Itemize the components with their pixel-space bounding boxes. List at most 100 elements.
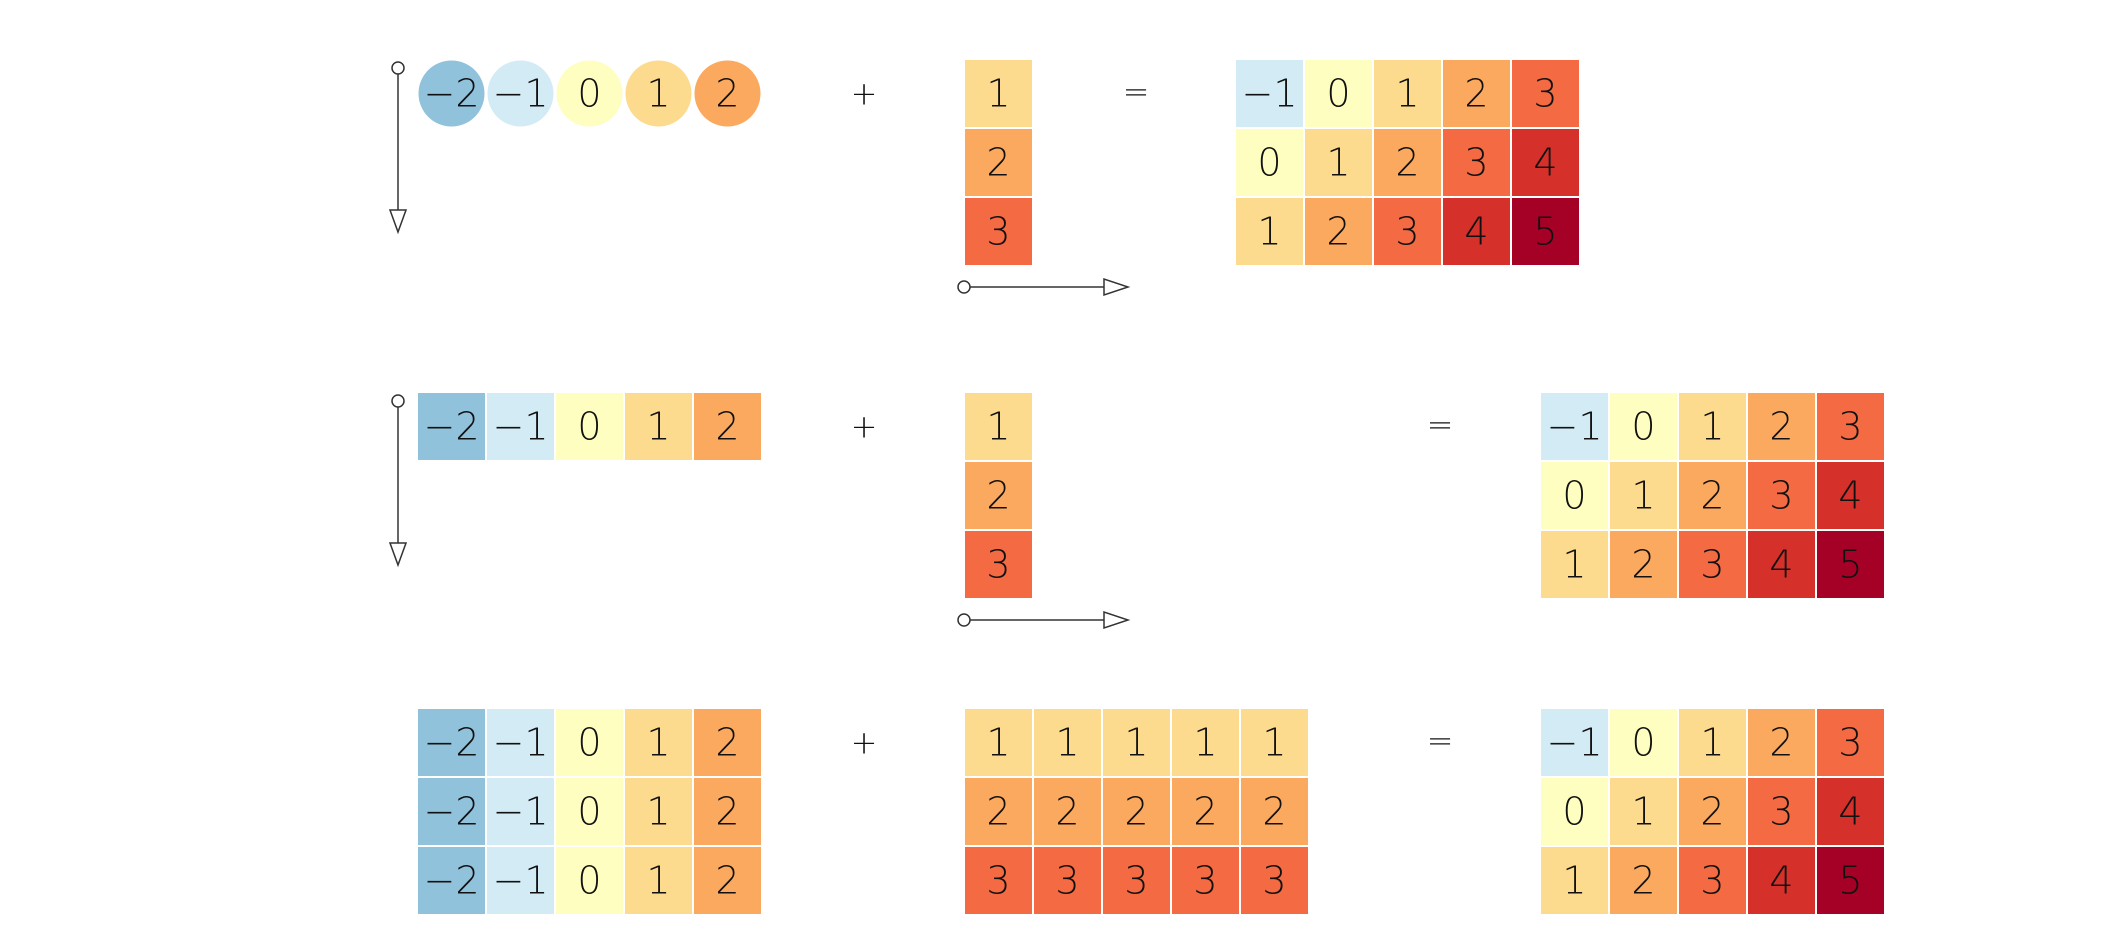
- cell-value: 3: [1769, 790, 1793, 834]
- matrix-cell: [1305, 60, 1372, 127]
- matrix-cell: [1817, 847, 1884, 914]
- matrix-cell: [1512, 198, 1579, 265]
- cell-value: 1: [646, 405, 670, 449]
- cell-value: −1: [492, 790, 548, 834]
- vector-element-circle: [625, 60, 692, 127]
- cell-value: 2: [715, 790, 739, 834]
- matrix-cell: [1748, 778, 1815, 845]
- cell-value: 3: [1464, 141, 1488, 185]
- plus-sign: +: [851, 724, 878, 762]
- cell-value: −1: [492, 721, 548, 765]
- cell-value: 1: [1262, 721, 1286, 765]
- right-operand-broadcast-matrix: 1 1 1 1 1 2 2 2 2 2 3 3 3 3 3: [965, 709, 1308, 914]
- matrix-cell: [1103, 847, 1170, 914]
- matrix-cell: [1512, 60, 1579, 127]
- matrix-cell: [625, 709, 692, 776]
- broadcast-down-arrow: [388, 394, 408, 568]
- equals-sign: =: [1427, 722, 1454, 760]
- matrix-cell: [556, 393, 623, 460]
- cell-value: 0: [1562, 474, 1586, 518]
- cell-value: 1: [1562, 859, 1586, 903]
- cell-value: 1: [1631, 474, 1655, 518]
- matrix-cell: [1817, 709, 1884, 776]
- matrix-cell: [1034, 847, 1101, 914]
- matrix-cell: [1443, 129, 1510, 196]
- cell-value: −1: [492, 72, 548, 116]
- broadcast-down-arrow: [388, 61, 408, 235]
- matrix-cell: [1541, 709, 1608, 776]
- cell-value: 2: [1262, 790, 1286, 834]
- matrix-cell: [694, 847, 761, 914]
- cell-value: −1: [492, 405, 548, 449]
- cell-value: 2: [1395, 141, 1419, 185]
- matrix-cell: [1172, 778, 1239, 845]
- cell-value: 0: [577, 790, 601, 834]
- matrix-cell: [625, 393, 692, 460]
- matrix-cell: [625, 847, 692, 914]
- cell-value: 3: [1769, 474, 1793, 518]
- matrix-cell: [1610, 462, 1677, 529]
- cell-value: 3: [1395, 210, 1419, 254]
- matrix-cell: [418, 393, 485, 460]
- matrix-cell: [1305, 129, 1372, 196]
- matrix-cell: [1748, 393, 1815, 460]
- result-matrix: −1 0 1 2 3 0 1 2 3 4 1 2 3 4 5: [1236, 60, 1579, 265]
- right-operand-column-vector: 1 2 3: [965, 393, 1032, 598]
- cell-value: 1: [1631, 790, 1655, 834]
- cell-value: −2: [423, 790, 479, 834]
- cell-value: 3: [1838, 405, 1862, 449]
- matrix-cell: [487, 847, 554, 914]
- cell-value: 0: [577, 859, 601, 903]
- matrix-cell: [1172, 847, 1239, 914]
- cell-value: 0: [1326, 72, 1350, 116]
- matrix-cell: [965, 462, 1032, 529]
- matrix-cell: [1610, 531, 1677, 598]
- matrix-cell: [1374, 198, 1441, 265]
- cell-value: −1: [1546, 405, 1602, 449]
- cell-value: 3: [1193, 859, 1217, 903]
- matrix-cell: [694, 393, 761, 460]
- cell-value: 2: [986, 474, 1010, 518]
- cell-value: 2: [1124, 790, 1148, 834]
- matrix-cell: [1817, 462, 1884, 529]
- matrix-cell: [487, 778, 554, 845]
- matrix-cell: [1241, 778, 1308, 845]
- cell-value: −2: [423, 405, 479, 449]
- cell-value: 1: [986, 405, 1010, 449]
- matrix-cell: [1236, 129, 1303, 196]
- matrix-cell: [1374, 60, 1441, 127]
- matrix-cell: [1541, 462, 1608, 529]
- cell-value: 2: [986, 790, 1010, 834]
- matrix-cell: [1679, 393, 1746, 460]
- cell-value: 4: [1838, 790, 1862, 834]
- matrix-cell: [965, 60, 1032, 127]
- matrix-cell: [1541, 531, 1608, 598]
- cell-value: 5: [1838, 543, 1862, 587]
- left-operand-vector: −2 −1 0 1 2: [418, 60, 761, 127]
- cell-value: 0: [1631, 721, 1655, 765]
- matrix-cell: [1610, 847, 1677, 914]
- equals-sign: =: [1123, 73, 1150, 111]
- matrix-cell: [965, 778, 1032, 845]
- cell-value: 1: [1055, 721, 1079, 765]
- matrix-cell: [556, 847, 623, 914]
- matrix-cell: [1817, 393, 1884, 460]
- cell-value: 1: [646, 790, 670, 834]
- cell-value: 2: [1193, 790, 1217, 834]
- vector-element-circle: [556, 60, 623, 127]
- cell-value: 1: [646, 721, 670, 765]
- matrix-cell: [1374, 129, 1441, 196]
- matrix-cell: [487, 709, 554, 776]
- matrix-cell: [418, 778, 485, 845]
- matrix-cell: [1541, 393, 1608, 460]
- matrix-cell: [1679, 531, 1746, 598]
- matrix-cell: [1443, 60, 1510, 127]
- cell-value: 4: [1838, 474, 1862, 518]
- cell-value: 0: [577, 721, 601, 765]
- cell-value: 2: [1631, 543, 1655, 587]
- cell-value: −1: [1546, 721, 1602, 765]
- matrix-cell: [487, 393, 554, 460]
- cell-value: 2: [715, 72, 739, 116]
